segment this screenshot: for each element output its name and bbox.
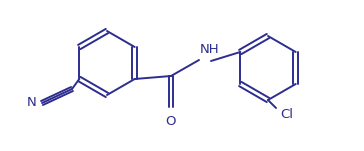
Text: NH: NH bbox=[200, 43, 219, 56]
Text: Cl: Cl bbox=[280, 108, 293, 120]
Text: N: N bbox=[26, 96, 36, 109]
Text: O: O bbox=[166, 115, 176, 128]
